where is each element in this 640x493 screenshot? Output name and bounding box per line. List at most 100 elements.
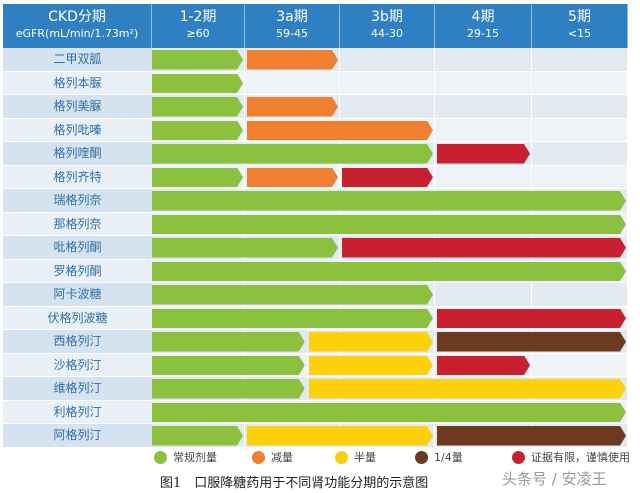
table-cell [532,71,628,94]
dose-bar-green [152,50,243,70]
dose-bar-green [152,238,338,258]
table-cell [532,165,628,188]
drug-label: 维格列汀 [3,377,152,400]
dose-bar-red [437,309,626,329]
dose-bar-green [152,215,626,235]
legend-label: 常规剂量 [173,451,217,464]
table-cell [532,48,628,71]
stage-name: 3b期 [371,9,403,25]
stage-name: 4期 [471,9,495,25]
dose-bar-green [152,426,243,446]
table-cell [532,95,628,118]
drug-label: 那格列奈 [3,212,152,235]
drug-label: 格列齐特 [3,165,152,188]
dose-bar-red [437,144,530,164]
table-cell [435,283,532,306]
drug-label: 利格列汀 [3,400,152,423]
table-cell [435,165,532,188]
legend-item: 常规剂量 [154,449,217,465]
dose-bar-yellow [309,356,433,376]
legend-item: 1/4量 [415,449,463,465]
dose-bar-brown [437,332,626,352]
legend-item: 半量 [335,449,376,465]
watermark: 头条号 / 安凌王 [502,470,607,488]
dose-bar-red [342,168,433,188]
legend-label: 证据有限，谨慎使用 [531,451,630,464]
dose-bar-red [437,356,530,376]
legend-dot-icon [154,450,167,464]
drug-label: 吡格列酮 [3,236,152,259]
dose-bar-yellow [247,426,433,446]
dose-bar-green [152,285,433,305]
legend-item: 减量 [252,449,293,465]
dose-bar-orange [247,97,338,117]
table-cell [435,95,532,118]
table-cell [435,71,532,94]
legend-label: 1/4量 [434,451,463,464]
drug-label: 罗格列酮 [3,259,152,282]
header-title: CKD分期 [48,9,106,25]
drug-label: 西格列汀 [3,330,152,353]
stage-name: 3a期 [276,9,308,25]
drug-label: 瑞格列奈 [3,189,152,212]
dose-bar-brown [437,426,626,446]
dose-bar-green [152,403,626,423]
header-label-cell: CKD分期 eGFR(mL/min/1.73m²) [3,4,152,48]
table-cell [532,142,628,165]
dose-bar-green [152,74,243,94]
dose-bar-green [152,191,626,211]
drug-label: 阿格列汀 [3,424,152,447]
dose-bar-green [152,332,305,352]
legend-dot-icon [512,450,525,464]
stage-header: 5期 <15 [532,4,628,48]
stage-egfr-range: <15 [567,27,592,40]
stage-name: 1-2期 [179,9,217,25]
dose-bar-green [152,309,433,329]
table-cell [435,118,532,141]
dose-bar-green [152,379,305,399]
legend-dot-icon [415,450,428,464]
legend-dot-icon [252,450,265,464]
dose-bar-green [152,262,626,282]
drug-label: 沙格列汀 [3,353,152,376]
table-cell [532,283,628,306]
table-cell [340,48,435,71]
table-cell [532,353,628,376]
stage-header: 3b期 44-30 [340,4,435,48]
dose-bar-green [152,356,305,376]
stage-header: 3a期 59-45 [245,4,340,48]
figure-caption: 图1 口服降糖药用于不同肾功能分期的示意图 [160,476,429,491]
drug-label: 伏格列波糖 [3,306,152,329]
stage-egfr-range: 59-45 [276,27,308,40]
table-cell [435,48,532,71]
header-subtitle: eGFR(mL/min/1.73m²) [15,27,139,40]
dose-bar-green [152,168,243,188]
drug-label: 阿卡波糖 [3,283,152,306]
drug-label: 格列喹酮 [3,142,152,165]
dose-bar-red [342,238,626,258]
stage-name: 5期 [568,9,591,25]
dose-bar-orange [247,121,433,141]
table-cell [532,118,628,141]
legend-dot-icon [335,450,348,464]
stage-egfr-range: 29-15 [467,27,499,40]
stage-egfr-range: ≥60 [186,27,210,40]
dose-bar-green [152,144,433,164]
drug-label: 格列美脲 [3,95,152,118]
drug-label: 格列吡嗪 [3,118,152,141]
table-cell [340,95,435,118]
dose-bar-yellow [309,379,626,399]
table-cell [245,71,340,94]
stage-header: 1-2期 ≥60 [152,4,245,48]
legend-label: 减量 [271,451,293,464]
drug-label: 格列本脲 [3,71,152,94]
dose-bar-yellow [309,332,433,352]
dose-bar-orange [247,50,338,70]
stage-header: 4期 29-15 [435,4,532,48]
dose-bar-green [152,121,243,141]
legend-item: 证据有限，谨慎使用 [512,449,630,465]
table-cell [340,71,435,94]
dose-bar-green [152,97,243,117]
drug-label: 二甲双胍 [3,48,152,71]
